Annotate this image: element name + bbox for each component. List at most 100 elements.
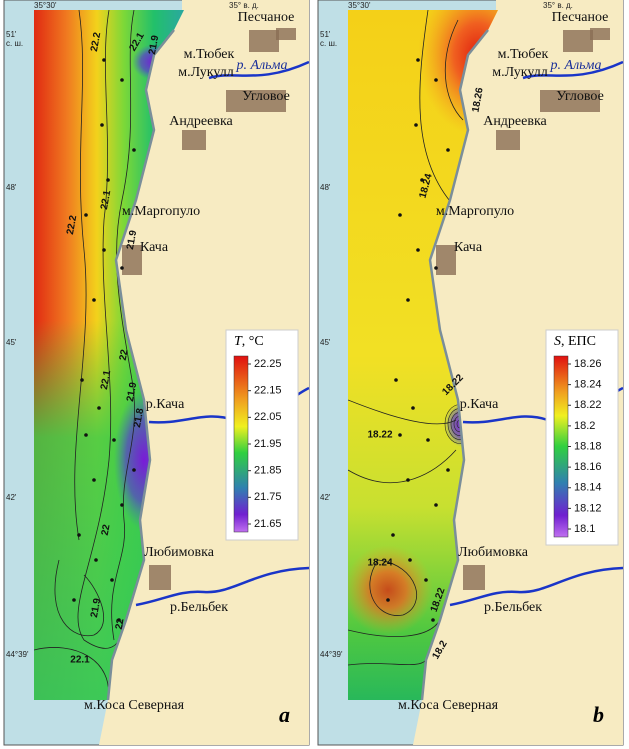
place-label: Андреевка xyxy=(169,114,233,129)
contour-label: 21.8 xyxy=(132,407,146,429)
settlement xyxy=(590,28,610,40)
station xyxy=(80,378,84,382)
station xyxy=(84,213,88,217)
contour-line xyxy=(369,559,418,616)
station xyxy=(416,58,420,62)
map-panel: 22.2 22.1 21.9 22.2 22.1 21.9 22 22.1 21.9 21.8 22… xyxy=(3,0,310,746)
coord-label: 44°39' xyxy=(6,650,29,659)
station xyxy=(92,478,96,482)
station xyxy=(132,468,136,472)
station xyxy=(424,578,428,582)
station xyxy=(434,503,438,507)
colorbar-tick-label: 18.22 xyxy=(574,399,602,411)
station xyxy=(132,148,136,152)
colorbar-tick-label: 22.05 xyxy=(254,411,282,423)
station xyxy=(94,558,98,562)
place-label: м.Коса Северная xyxy=(84,698,185,713)
station xyxy=(431,618,435,622)
place-label: Кача xyxy=(454,240,483,255)
place-label: м.Коса Северная xyxy=(398,698,499,713)
station xyxy=(120,78,124,82)
station xyxy=(398,433,402,437)
contour-label: 18.22 xyxy=(367,430,392,441)
contour-label: 18.26 xyxy=(471,86,486,113)
legend-unit: , °C xyxy=(242,334,264,349)
coord-label: с. ш. xyxy=(6,39,23,48)
contour-line xyxy=(74,10,87,541)
legend-unit: , ЕПС xyxy=(561,334,596,349)
contour-label: 21.9 xyxy=(125,229,139,251)
settlement xyxy=(149,565,171,590)
place-label: р.Бельбек xyxy=(484,600,542,615)
contour-line xyxy=(348,399,457,425)
coastline xyxy=(420,29,489,701)
station xyxy=(398,213,402,217)
legend-title: S, ЕПС xyxy=(554,334,596,349)
map-panel: 18.2618.2418.2218.2218.2418.2218.235°30'… xyxy=(317,0,624,746)
station xyxy=(100,123,104,127)
station xyxy=(446,148,450,152)
contour-label: 22.1 xyxy=(70,655,90,666)
coord-label: 35°30' xyxy=(34,1,57,10)
contour-line xyxy=(348,619,441,637)
colorbar-tick-label: 18.14 xyxy=(574,482,602,494)
place-label: Песчаное xyxy=(552,10,609,25)
settlement xyxy=(122,245,142,275)
river xyxy=(522,60,624,80)
settlement xyxy=(496,130,520,150)
contour-label: 22 xyxy=(118,348,131,361)
land xyxy=(413,0,623,745)
station xyxy=(411,406,415,410)
station xyxy=(120,266,124,270)
place-label: м.Лукулл xyxy=(178,65,233,80)
contour-label: 21.9 xyxy=(89,597,103,619)
coord-label: 45' xyxy=(6,338,17,347)
colorbar-tick-label: 21.85 xyxy=(254,465,282,477)
place-label: Любимовка xyxy=(144,545,215,560)
contour-label: 22.2 xyxy=(89,31,103,53)
legend-symbol: S xyxy=(554,334,561,349)
station xyxy=(386,598,390,602)
station xyxy=(426,438,430,442)
place-label: м.Тюбек xyxy=(498,47,549,62)
anomaly xyxy=(348,545,433,635)
contour-label: 21.9 xyxy=(125,381,139,403)
colorbar-tick-label: 18.26 xyxy=(574,358,602,370)
place-label: р.Кача xyxy=(460,397,499,412)
coord-label: 44°39' xyxy=(320,650,343,659)
coord-label: 48' xyxy=(6,183,17,192)
station xyxy=(434,266,438,270)
contour-line xyxy=(77,10,123,649)
station xyxy=(416,248,420,252)
coord-label: 45' xyxy=(320,338,331,347)
station xyxy=(84,433,88,437)
station xyxy=(102,58,106,62)
colorbar-tick-label: 18.2 xyxy=(574,420,595,432)
station xyxy=(391,533,395,537)
colorbar xyxy=(553,355,569,538)
coord-label: 42' xyxy=(320,493,331,502)
land xyxy=(99,0,309,745)
colorbar-tick-label: 22.15 xyxy=(254,385,282,397)
colorbar xyxy=(233,355,249,533)
contour-label: 22 xyxy=(114,617,127,630)
place-label: м.Тюбек xyxy=(184,47,235,62)
station xyxy=(406,478,410,482)
coastline xyxy=(106,29,175,701)
station xyxy=(394,378,398,382)
coord-label: 35°30' xyxy=(348,1,371,10)
station xyxy=(110,578,114,582)
colorbar-tick-label: 18.1 xyxy=(574,523,595,535)
colorbar-tick-label: 18.12 xyxy=(574,502,602,514)
panel-letter: a xyxy=(279,702,290,727)
station xyxy=(112,438,116,442)
station xyxy=(406,298,410,302)
coord-label: с. ш. xyxy=(320,39,337,48)
coord-label: 51' xyxy=(6,30,17,39)
contour-label: 22.2 xyxy=(65,214,79,236)
river xyxy=(449,566,624,607)
station xyxy=(117,618,121,622)
legend-symbol: T xyxy=(234,334,243,349)
settlement xyxy=(563,30,593,52)
